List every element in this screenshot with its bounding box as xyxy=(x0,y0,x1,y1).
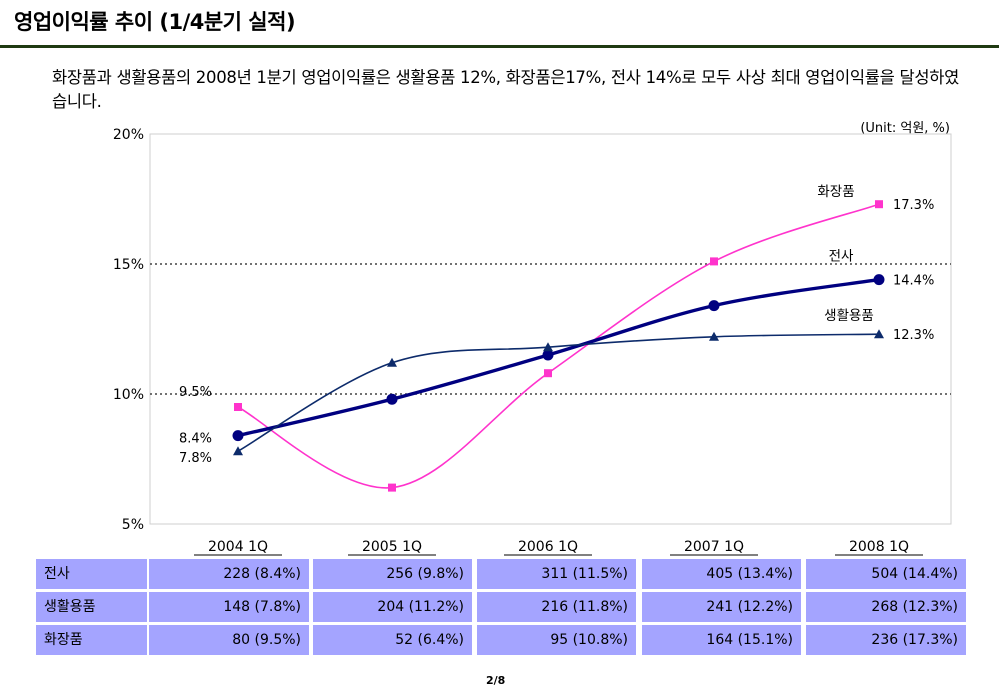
table-cell: 268 (12.3%) xyxy=(806,592,966,622)
cosmetics-first-label: 9.5% xyxy=(179,385,212,400)
table-cell: 148 (7.8%) xyxy=(149,592,309,622)
cosmetics-last-label: 17.3% xyxy=(893,198,934,213)
y-tick-label: 15% xyxy=(113,257,144,273)
total-last-label: 14.4% xyxy=(893,274,934,289)
table-cell: 216 (11.8%) xyxy=(477,592,636,622)
cosmetics-point xyxy=(875,200,883,209)
household-point xyxy=(387,357,397,367)
line-chart: 5% 10% 15% 20% 2004 1Q 2005 1Q 2006 1Q 2007 1Q 2… xyxy=(113,127,952,556)
x-tick-label: 2005 1Q xyxy=(362,539,422,555)
y-tick-label: 5% xyxy=(122,517,144,533)
cosmetics-point xyxy=(234,403,242,411)
household-point xyxy=(233,446,243,456)
household-point xyxy=(874,329,884,339)
table-row-label: 전사 xyxy=(36,559,147,589)
summary-text: 화장품과 생활용품의 2008년 1분기 영업이익률은 생활용품 12%, 화장… xyxy=(52,68,960,111)
table-cell: 80 (9.5%) xyxy=(149,625,309,655)
cosmetics-point xyxy=(710,257,718,266)
table-cell: 256 (9.8%) xyxy=(313,559,472,589)
x-tick-label: 2004 1Q xyxy=(208,539,268,555)
page-title: 영업이익률 추이 (1/4분기 실적) xyxy=(14,10,296,34)
table-row: 화장품 80 (9.5%) 52 (6.4%) 95 (10.8%) 164 (15.1… xyxy=(36,625,966,655)
x-tick-label: 2007 1Q xyxy=(684,539,744,555)
total-series-line xyxy=(237,277,880,438)
household-series-name: 생활용품 xyxy=(824,308,874,324)
household-point xyxy=(709,331,719,341)
cosmetics-point xyxy=(544,369,552,378)
total-point xyxy=(873,274,885,286)
y-tick-label: 10% xyxy=(113,387,144,403)
household-last-label: 12.3% xyxy=(893,328,934,343)
table-cell: 236 (17.3%) xyxy=(806,625,966,655)
table-cell: 241 (12.2%) xyxy=(642,592,801,622)
table-cell: 52 (6.4%) xyxy=(313,625,472,655)
total-point xyxy=(542,349,554,361)
y-tick-label: 20% xyxy=(113,127,144,143)
x-tick-label: 2008 1Q xyxy=(849,539,909,555)
table-row: 생활용품 148 (7.8%) 204 (11.2%) 216 (11.8%) 241 … xyxy=(36,592,966,622)
table-cell: 95 (10.8%) xyxy=(477,625,636,655)
cosmetics-point xyxy=(388,483,396,492)
table-cell: 164 (15.1%) xyxy=(642,625,801,655)
unit-label: (Unit: 억원, %) xyxy=(860,121,950,136)
x-tick-label: 2006 1Q xyxy=(518,539,578,555)
household-first-label: 7.8% xyxy=(179,451,212,466)
page-number: 2/8 xyxy=(486,674,506,687)
table-row-label: 화장품 xyxy=(36,625,147,655)
cosmetics-series-name: 화장품 xyxy=(817,184,854,200)
total-first-label: 8.4% xyxy=(179,432,212,447)
title-divider xyxy=(0,45,999,48)
table-cell: 228 (8.4%) xyxy=(149,559,309,589)
household-point xyxy=(543,342,553,352)
table-cell: 204 (11.2%) xyxy=(313,592,472,622)
table-cell: 405 (13.4%) xyxy=(642,559,801,589)
table-cell: 504 (14.4%) xyxy=(806,559,966,589)
plot-area-frame xyxy=(149,133,952,525)
total-point xyxy=(232,430,244,442)
table-cell: 311 (11.5%) xyxy=(477,559,636,589)
table-row: 전사 228 (8.4%) 256 (9.8%) 311 (11.5%) 405 (13… xyxy=(36,559,966,589)
total-point xyxy=(386,393,398,405)
total-point xyxy=(708,300,720,312)
total-series-name: 전사 xyxy=(829,249,854,265)
table-row-label: 생활용품 xyxy=(36,592,147,622)
